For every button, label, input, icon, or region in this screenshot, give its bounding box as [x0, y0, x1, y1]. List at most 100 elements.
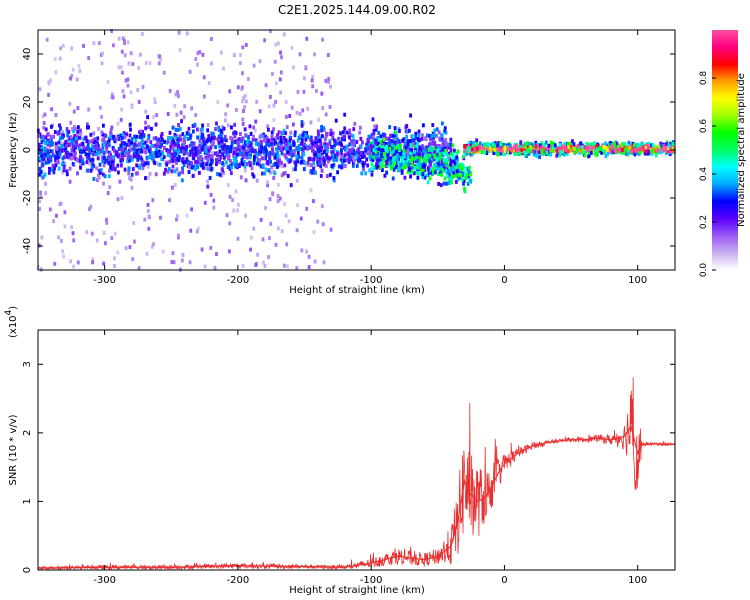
heatmap-cell — [222, 126, 226, 131]
heatmap-cell — [425, 145, 429, 150]
heatmap-cell — [46, 149, 50, 154]
heatmap-cell — [603, 141, 607, 146]
heatmap-cell — [332, 178, 336, 183]
heatmap-cell — [127, 148, 131, 153]
heatmap-cell — [143, 140, 147, 145]
heatmap-cell — [254, 141, 258, 146]
heatmap-cell — [263, 263, 267, 268]
heatmap-cell — [93, 144, 97, 149]
heatmap-cell — [449, 137, 453, 142]
heatmap-cell — [237, 144, 240, 149]
heatmap-cell — [194, 113, 198, 118]
heatmap-cell — [358, 125, 362, 130]
heatmap-cell — [403, 175, 407, 180]
heatmap-cell — [432, 146, 436, 151]
heatmap-cell — [290, 105, 294, 110]
heatmap-cell — [217, 144, 221, 149]
heatmap-cell — [199, 160, 202, 165]
heatmap-cell — [372, 137, 376, 142]
heatmap-cell — [96, 156, 100, 161]
heatmap-cell — [66, 132, 69, 137]
heatmap-cell — [188, 143, 192, 148]
heatmap-cell — [431, 123, 435, 128]
heatmap-cell — [318, 157, 322, 162]
heatmap-cell — [259, 217, 263, 222]
heatmap-cell — [255, 99, 259, 104]
heatmap-cell — [174, 151, 178, 156]
heatmap-cell — [172, 139, 176, 144]
heatmap-cell — [443, 129, 447, 134]
heatmap-cell — [343, 147, 347, 152]
heatmap-cell — [60, 143, 64, 148]
heatmap-cell — [635, 142, 639, 147]
heatmap-cell — [37, 156, 41, 161]
heatmap-cell — [102, 181, 105, 186]
heatmap-cell — [227, 182, 230, 187]
heatmap-cell — [190, 165, 194, 170]
heatmap-cell — [256, 158, 260, 163]
heatmap-cell — [177, 233, 180, 238]
heatmap-cell — [317, 150, 321, 155]
heatmap-cell — [625, 146, 629, 151]
heatmap-cell — [186, 151, 190, 156]
snr-scale-label: (x104) — [4, 306, 19, 338]
heatmap-cell — [50, 149, 54, 154]
heatmap-cell — [532, 152, 536, 157]
heatmap-cell — [409, 140, 413, 145]
heatmap-cell — [166, 160, 170, 165]
heatmap-cell — [206, 122, 210, 127]
heatmap-cell — [274, 42, 278, 47]
heatmap-cell — [53, 130, 57, 135]
heatmap-cell — [227, 156, 231, 161]
heatmap-cell — [333, 154, 337, 159]
heatmap-cell — [109, 135, 112, 140]
heatmap-cell — [44, 135, 48, 140]
heatmap-cell — [226, 123, 230, 128]
heatmap-cell — [58, 136, 62, 141]
heatmap-cell — [311, 84, 315, 89]
heatmap-cell — [377, 153, 381, 158]
heatmap-cell — [146, 202, 150, 207]
heatmap-cell — [372, 148, 376, 153]
heatmap-cell — [413, 154, 416, 159]
heatmap-cell — [147, 125, 150, 130]
heatmap-cell — [398, 128, 401, 133]
heatmap-cell — [325, 153, 328, 158]
heatmap-cell — [230, 125, 233, 130]
heatmap-cell — [65, 172, 69, 177]
heatmap-cell — [216, 172, 219, 177]
heatmap-cell — [565, 152, 569, 157]
heatmap-cell — [317, 145, 321, 150]
heatmap-cell — [101, 149, 104, 154]
heatmap-cell — [329, 172, 332, 177]
heatmap-cell — [554, 145, 558, 150]
x-tick-label: -300 — [93, 275, 116, 286]
heatmap-cell — [167, 136, 171, 141]
heatmap-cell — [301, 108, 305, 113]
heatmap-cell — [176, 156, 180, 161]
heatmap-cell — [58, 56, 62, 61]
heatmap-cell — [95, 238, 99, 243]
heatmap-cell — [518, 146, 522, 151]
heatmap-cell — [50, 142, 54, 147]
heatmap-cell — [226, 154, 230, 159]
heatmap-cell — [117, 65, 121, 70]
heatmap-cell — [129, 90, 133, 95]
heatmap-cell — [41, 162, 45, 167]
heatmap-cell — [559, 150, 563, 155]
heatmap-cell — [300, 248, 304, 253]
heatmap-cell — [48, 207, 52, 212]
heatmap-cell — [440, 133, 444, 138]
heatmap-cell — [97, 127, 100, 132]
heatmap-cell — [210, 154, 214, 159]
heatmap-cell — [179, 110, 183, 115]
heatmap-cell — [46, 138, 50, 143]
heatmap-cell — [127, 138, 131, 143]
heatmap-cell — [47, 159, 51, 164]
heatmap-cell — [297, 144, 301, 149]
heatmap-cell — [91, 152, 95, 157]
heatmap-cell — [102, 261, 106, 266]
heatmap-cell — [70, 225, 73, 230]
heatmap-cell — [174, 135, 178, 140]
heatmap-cell — [245, 139, 249, 144]
